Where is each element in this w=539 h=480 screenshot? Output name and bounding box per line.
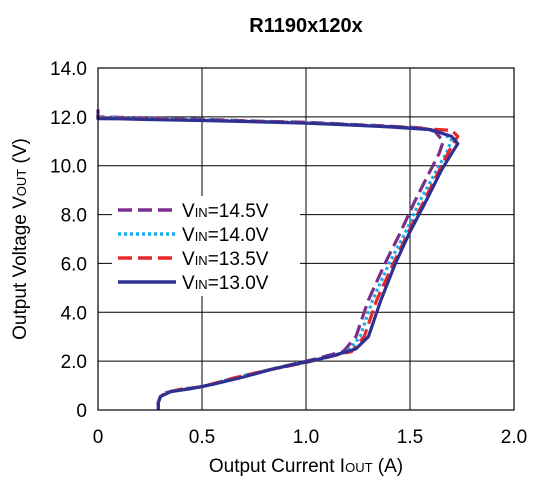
x-axis-label: Output Current IOUT (A) (209, 456, 403, 477)
y-tick-label: 6.0 (61, 254, 87, 275)
legend-label-vin-13-0: VIN=13.0V (182, 273, 269, 294)
legend: VIN=14.5V VIN=14.0V VIN=13.5V VIN=13.0V (118, 201, 269, 294)
legend-label-vin-14-5: VIN=14.5V (182, 201, 269, 222)
chart-title: R1190x120x (249, 15, 362, 37)
y-tick-label: 0 (76, 401, 87, 422)
plot-frame (97, 67, 515, 411)
y-tick-label: 4.0 (61, 303, 87, 324)
x-tick-label: 1.5 (397, 427, 423, 448)
y-tick-label: 2.0 (61, 352, 87, 373)
series-line-vin-13-0 (96, 115, 460, 410)
x-tick-label: 2.0 (501, 427, 527, 448)
series-layer (96, 109, 460, 410)
x-tick-label: 0 (93, 427, 104, 448)
y-tick-label: 10.0 (50, 157, 87, 178)
x-tick-label: 0.5 (189, 427, 215, 448)
y-axis-label: Output Voltage VOUT (V) (10, 138, 31, 340)
legend-label-vin-13-5: VIN=13.5V (182, 249, 269, 270)
legend-background (112, 196, 300, 296)
legend-label-vin-14-0: VIN=14.0V (182, 225, 269, 246)
y-tick-label: 14.0 (50, 59, 87, 80)
y-tick-label: 8.0 (61, 206, 87, 227)
y-tick-label: 12.0 (50, 108, 87, 129)
tick-labels: 0 0.5 1.0 1.5 2.0 0 2.0 4.0 6.0 8.0 10.0 12.0 14.0 (50, 59, 527, 448)
x-tick-label: 1.0 (293, 427, 319, 448)
